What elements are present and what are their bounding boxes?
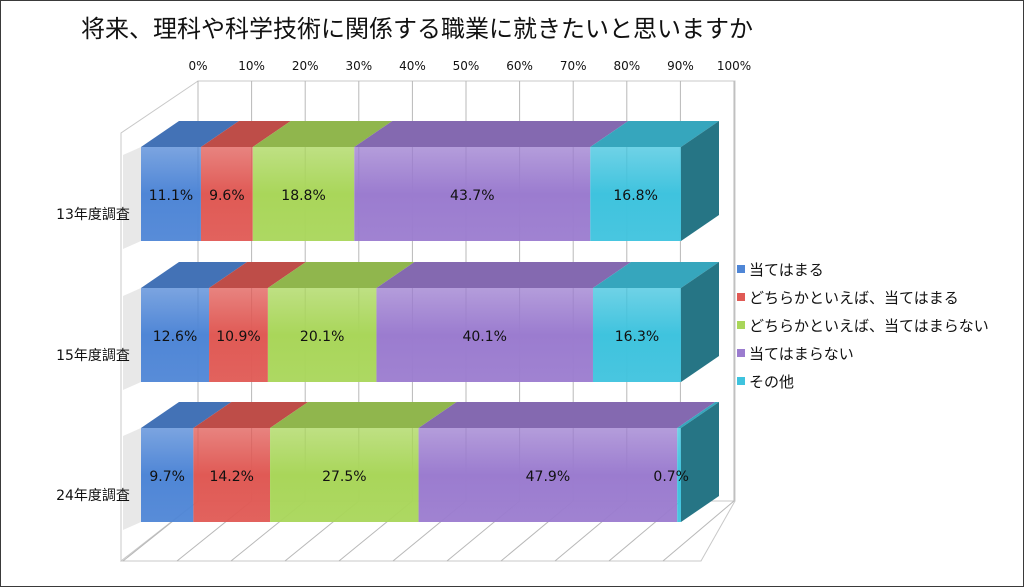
bar-segment bbox=[141, 428, 194, 522]
bar-segment bbox=[590, 147, 681, 241]
bar-side bbox=[681, 121, 719, 241]
data-label: 9.6% bbox=[209, 188, 245, 204]
category-label: 13年度調査 bbox=[56, 207, 130, 223]
legend-label: 当てはまらない bbox=[749, 344, 854, 363]
x-tick-label: 30% bbox=[345, 59, 372, 73]
x-tick-label: 100% bbox=[717, 59, 751, 73]
bar-side bbox=[681, 262, 719, 382]
bar-side bbox=[681, 402, 719, 522]
bar-top bbox=[141, 121, 239, 147]
data-label: 14.2% bbox=[209, 469, 253, 485]
category-label: 24年度調査 bbox=[56, 488, 130, 504]
legend-swatch bbox=[737, 293, 745, 301]
bar-segment bbox=[200, 147, 253, 241]
data-label: 47.9% bbox=[526, 469, 570, 485]
bar-segment bbox=[141, 288, 210, 382]
chart-legend: 当てはまるどちらかといえば、当てはまるどちらかといえば、当てはまらない 当てはまら… bbox=[737, 255, 989, 395]
data-label: 27.5% bbox=[322, 469, 366, 485]
legend-swatch bbox=[737, 377, 745, 385]
bar-top bbox=[270, 402, 457, 428]
legend-label: その他 bbox=[749, 372, 795, 391]
bar-shadow bbox=[123, 147, 141, 249]
data-label: 9.7% bbox=[149, 469, 185, 485]
data-label: 18.8% bbox=[281, 188, 325, 204]
legend-swatch bbox=[737, 349, 745, 357]
bar-segment bbox=[376, 288, 593, 382]
category-label: 15年度調査 bbox=[56, 348, 130, 364]
bar-top bbox=[252, 121, 393, 147]
data-label: 20.1% bbox=[300, 329, 344, 345]
side-wall bbox=[120, 80, 199, 563]
legend-label: 当てはまる bbox=[749, 260, 824, 279]
x-tick-label: 0% bbox=[188, 59, 207, 73]
legend-swatch bbox=[737, 265, 745, 273]
x-tick-label: 60% bbox=[506, 59, 533, 73]
x-tick-label: 70% bbox=[560, 59, 587, 73]
bar-segment bbox=[354, 147, 591, 241]
x-tick-label: 10% bbox=[238, 59, 265, 73]
data-label: 10.9% bbox=[216, 329, 260, 345]
bar-shadow bbox=[123, 288, 141, 390]
bar-top bbox=[141, 262, 248, 288]
data-label: 0.7% bbox=[653, 469, 689, 485]
bar-top bbox=[200, 121, 291, 147]
chart-title: 将来、理科や科学技術に関係する職業に就きたいと思いますか bbox=[81, 15, 753, 43]
bar-top bbox=[677, 402, 719, 428]
bar-segment bbox=[193, 428, 271, 522]
bar-segment bbox=[592, 288, 681, 382]
bar-top bbox=[592, 262, 719, 288]
x-tick-label: 20% bbox=[292, 59, 319, 73]
x-tick-label: 40% bbox=[399, 59, 426, 73]
bar-segment bbox=[141, 147, 201, 241]
legend-label: どちらかといえば、当てはまらない bbox=[749, 316, 989, 335]
bar-segment bbox=[209, 288, 268, 382]
bar-segment bbox=[418, 428, 678, 522]
data-label: 16.8% bbox=[613, 188, 657, 204]
bar-top bbox=[590, 121, 719, 147]
bar-top bbox=[141, 402, 232, 428]
legend-item: その他 bbox=[737, 367, 989, 395]
data-label: 40.1% bbox=[462, 329, 506, 345]
legend-swatch bbox=[737, 321, 745, 329]
legend-item: どちらかといえば、当てはまらない bbox=[737, 311, 989, 339]
bar-segment bbox=[270, 428, 419, 522]
legend-item: どちらかといえば、当てはまる bbox=[737, 283, 989, 311]
data-label: 11.1% bbox=[149, 188, 193, 204]
x-tick-label: 90% bbox=[667, 59, 694, 73]
bar-top bbox=[376, 262, 631, 288]
bar-top bbox=[193, 402, 309, 428]
legend-item: 当てはまる bbox=[737, 255, 989, 283]
bar-top bbox=[267, 262, 415, 288]
bar-segment bbox=[677, 428, 681, 522]
floor-edge bbox=[121, 500, 736, 562]
bar-shadow bbox=[123, 428, 141, 530]
legend-label: どちらかといえば、当てはまる bbox=[749, 288, 959, 307]
bar-top bbox=[418, 402, 716, 428]
legend-item: 当てはまらない bbox=[737, 339, 989, 367]
bar-top bbox=[209, 262, 306, 288]
x-tick-label: 80% bbox=[613, 59, 640, 73]
bar-segment bbox=[267, 288, 377, 382]
x-tick-label: 50% bbox=[453, 59, 480, 73]
bar-top bbox=[354, 121, 629, 147]
data-label: 12.6% bbox=[153, 329, 197, 345]
data-label: 43.7% bbox=[450, 188, 494, 204]
gridline-floor bbox=[662, 500, 735, 562]
bar-segment bbox=[252, 147, 355, 241]
data-label: 16.3% bbox=[615, 329, 659, 345]
